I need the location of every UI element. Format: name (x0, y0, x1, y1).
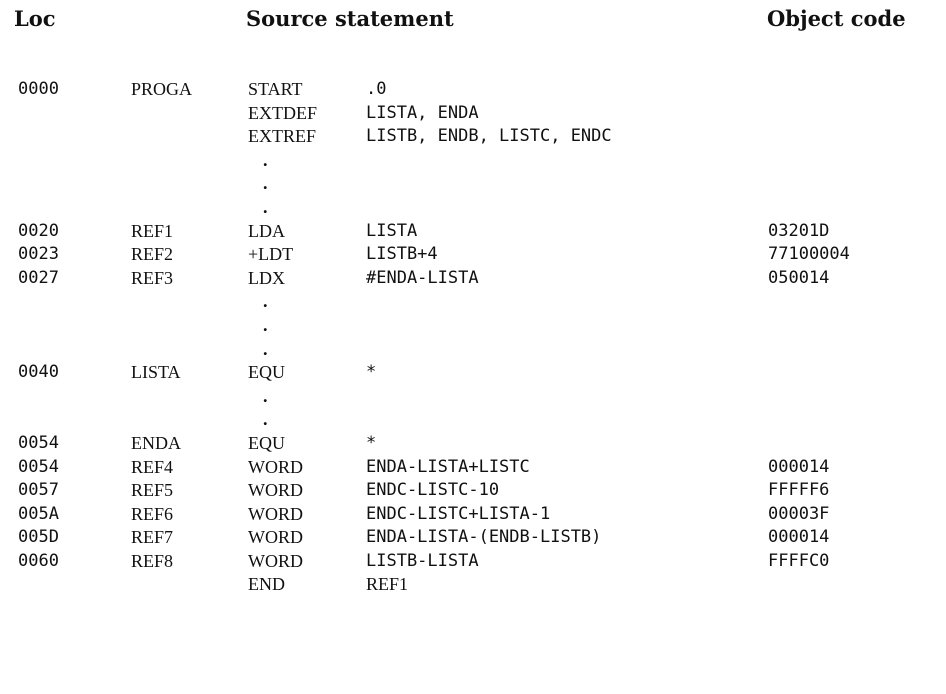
loc-column-header: Loc (14, 6, 56, 31)
listing-row: . (0, 172, 946, 196)
object-code-value: 00003F (768, 503, 830, 524)
operand-value: ENDA-LISTA+LISTC (366, 456, 530, 477)
ellipsis-dot: . (263, 149, 268, 170)
listing-row: . (0, 290, 946, 314)
listing-row: 0054 ENDA EQU * (0, 432, 946, 456)
listing-row: . (0, 149, 946, 173)
listing-row: 0057 REF5 WORD ENDC-LISTC-10 FFFFF6 (0, 479, 946, 503)
listing-row: . (0, 196, 946, 220)
ellipsis-dot: . (263, 314, 268, 335)
listing-row: 005D REF7 WORD ENDA-LISTA-(ENDB-LISTB) 00001… (0, 526, 946, 550)
listing-row: 0027 REF3 LDX #ENDA-LISTA 050014 (0, 267, 946, 291)
opcode-value: WORD (248, 550, 303, 571)
listing-row: . (0, 385, 946, 409)
label-value: LISTA (131, 362, 181, 383)
loc-value: 005A (18, 503, 59, 524)
listing-row: 0023 REF2 +LDT LISTB+4 77100004 (0, 243, 946, 267)
label-value: REF6 (131, 503, 174, 524)
label-value: REF4 (131, 456, 174, 477)
listing-row: 005A REF6 WORD ENDC-LISTC+LISTA-1 00003F (0, 503, 946, 527)
opcode-value: EXTREF (248, 126, 317, 147)
loc-value: 0027 (18, 267, 59, 288)
operand-value: REF1 (366, 574, 409, 595)
label-value: ENDA (131, 432, 181, 453)
listing-row: 0060 REF8 WORD LISTB-LISTA FFFFC0 (0, 550, 946, 574)
label-value: REF5 (131, 480, 174, 501)
loc-value: 0040 (18, 362, 59, 383)
ellipsis-dot: . (263, 291, 268, 312)
operand-value: .0 (366, 79, 387, 99)
operand-value: ENDA-LISTA-(ENDB-LISTB) (366, 527, 602, 548)
opcode-value: WORD (248, 456, 303, 477)
listing-row: 0054 REF4 WORD ENDA-LISTA+LISTC 000014 (0, 456, 946, 480)
opcode-value: LDX (248, 267, 285, 288)
loc-value: 005D (18, 527, 59, 548)
opcode-value: END (248, 574, 285, 595)
listing-row: EXTREF LISTB, ENDB, LISTC, ENDC (0, 125, 946, 149)
operand-value: LISTA, ENDA (366, 102, 479, 123)
object-code-value: 000014 (768, 527, 830, 548)
operand-value: LISTB, ENDB, LISTC, ENDC (366, 126, 612, 147)
listing-row: . (0, 338, 946, 362)
operand-value: LISTB+4 (366, 244, 438, 265)
ellipsis-dot: . (263, 173, 268, 194)
listing-row: . (0, 314, 946, 338)
object-code-value: 050014 (768, 267, 830, 288)
source-statement-column-header: Source statement (246, 6, 454, 31)
listing-row: EXTDEF LISTA, ENDA (0, 102, 946, 126)
operand-value: LISTB-LISTA (366, 550, 479, 571)
loc-value: 0020 (18, 220, 59, 241)
operand-value: ENDC-LISTC-10 (366, 480, 500, 501)
object-code-value: FFFFC0 (768, 550, 830, 571)
opcode-value: +LDT (248, 244, 294, 265)
loc-value: 0054 (18, 432, 59, 453)
opcode-value: EQU (248, 432, 285, 453)
label-value: REF7 (131, 527, 174, 548)
operand-value: ENDC-LISTC+LISTA-1 (366, 503, 551, 524)
operand-value: * (366, 362, 377, 383)
label-value: REF3 (131, 267, 174, 288)
assembly-listing: 0000 PROGA START .0 EXTDEF LISTA, ENDA EXTREF L… (0, 78, 946, 597)
operand-value: #ENDA-LISTA (366, 267, 479, 288)
opcode-value: WORD (248, 503, 303, 524)
operand-value: * (366, 432, 377, 453)
label-value: REF1 (131, 220, 174, 241)
label-value: REF2 (131, 244, 174, 265)
listing-row: 0000 PROGA START .0 (0, 78, 946, 102)
opcode-value: EQU (248, 362, 285, 383)
listing-row: 0040 LISTA EQU * (0, 361, 946, 385)
ellipsis-dot: . (263, 196, 268, 217)
loc-value: 0000 (18, 79, 59, 99)
object-code-value: 77100004 (768, 244, 850, 265)
opcode-value: EXTDEF (248, 102, 317, 123)
listing-row: . (0, 408, 946, 432)
loc-value: 0023 (18, 244, 59, 265)
object-code-column-header: Object code (767, 6, 906, 31)
operand-value: LISTA (366, 220, 418, 241)
opcode-value: WORD (248, 527, 303, 548)
ellipsis-dot: . (263, 385, 268, 406)
loc-value: 0054 (18, 456, 59, 477)
loc-value: 0060 (18, 550, 59, 571)
object-code-value: 03201D (768, 220, 830, 241)
ellipsis-dot: . (263, 338, 268, 359)
listing-row: END REF1 (0, 573, 946, 597)
label-value: REF8 (131, 550, 174, 571)
opcode-value: LDA (248, 220, 285, 241)
listing-row: 0020 REF1 LDA LISTA 03201D (0, 220, 946, 244)
opcode-value: WORD (248, 480, 303, 501)
ellipsis-dot: . (263, 409, 268, 430)
object-code-value: 000014 (768, 456, 830, 477)
loc-value: 0057 (18, 480, 59, 501)
object-code-value: FFFFF6 (768, 480, 830, 501)
opcode-value: START (248, 79, 303, 99)
label-value: PROGA (131, 79, 193, 99)
